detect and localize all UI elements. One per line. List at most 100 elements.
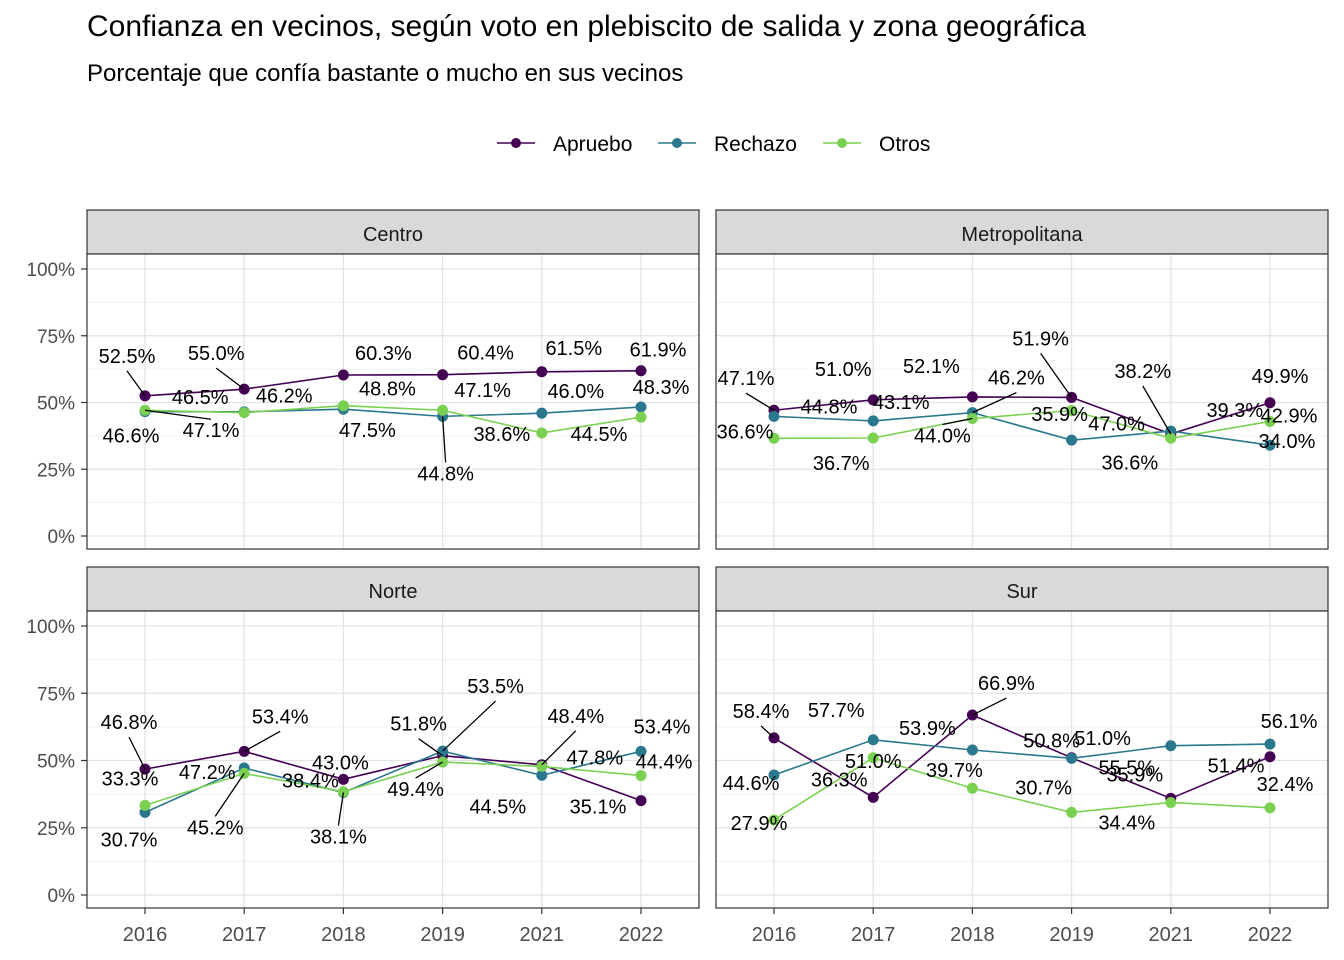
panel-metropolitana: Metropolitana 47.1% 51.0% 52.1% 51.9% 38.2% 49… xyxy=(715,209,1329,550)
x-tick-label: 2018 xyxy=(950,924,995,946)
data-point-rechazo xyxy=(1066,434,1078,446)
data-label: 55.5% xyxy=(1098,758,1155,780)
data-point-apruebo xyxy=(635,365,647,377)
data-label: 30.7% xyxy=(1015,777,1072,799)
label-leader-line xyxy=(337,792,345,826)
data-label: 52.1% xyxy=(903,356,960,378)
data-point-otros xyxy=(1264,802,1276,814)
panel-strip xyxy=(86,209,700,255)
data-label: 51.8% xyxy=(390,714,447,736)
data-label: 44.0% xyxy=(914,426,971,448)
data-label: 36.7% xyxy=(813,453,870,475)
data-point-otros xyxy=(768,814,780,826)
data-label: 60.4% xyxy=(457,343,514,365)
data-label: 47.1% xyxy=(718,368,775,390)
x-tick-label: 2021 xyxy=(520,924,565,946)
panel-border xyxy=(86,610,700,909)
data-label: 53.4% xyxy=(252,706,309,728)
x-tick-label: 2017 xyxy=(222,924,267,946)
series-line-otros xyxy=(773,409,1271,440)
label-leader-line xyxy=(126,370,146,397)
data-label: 38.4% xyxy=(282,771,339,793)
panel-strip-label: Norte xyxy=(369,581,418,603)
data-point-otros xyxy=(635,770,647,782)
data-label: 38.2% xyxy=(1114,361,1171,383)
data-label: 42.9% xyxy=(1261,405,1318,427)
data-label: 46.2% xyxy=(988,368,1045,390)
data-point-apruebo xyxy=(966,391,978,403)
plot-background xyxy=(716,254,1328,549)
x-tick-label: 2017 xyxy=(851,924,896,946)
data-point-rechazo xyxy=(1264,439,1276,451)
data-label: 45.2% xyxy=(187,817,244,839)
data-label: 52.5% xyxy=(99,346,156,368)
data-label: 44.5% xyxy=(571,424,628,446)
label-leader-line xyxy=(243,730,281,752)
series-line-apruebo xyxy=(773,396,1271,435)
panel-strip xyxy=(715,566,1329,612)
data-point-rechazo xyxy=(635,745,647,757)
chart-title: Confianza en vecinos, según voto en pleb… xyxy=(87,10,1086,43)
legend-key-point xyxy=(837,138,847,148)
series-line-otros xyxy=(144,761,642,807)
y-tick-label: 50% xyxy=(37,752,75,773)
x-tick-label: 2016 xyxy=(752,924,797,946)
data-label: 44.8% xyxy=(417,463,474,485)
x-tick-label: 2022 xyxy=(1248,924,1293,946)
label-leader-line xyxy=(972,697,1007,716)
plot-background xyxy=(87,611,699,908)
panel-centro: Centro 0% 25% 50% 75% 100% 52.5% 55.0% 60.3% 60.4… xyxy=(26,209,700,550)
label-leader-line xyxy=(441,416,447,463)
data-label: 38.1% xyxy=(310,827,367,849)
data-label: 47.1% xyxy=(183,420,240,442)
data-label: 47.1% xyxy=(454,380,511,402)
data-point-otros xyxy=(1264,415,1276,427)
series-line-rechazo xyxy=(773,738,1271,776)
y-tick-label: 0% xyxy=(48,527,76,548)
data-label: 33.3% xyxy=(102,768,159,790)
data-label: 53.5% xyxy=(467,676,524,698)
series-line-rechazo xyxy=(144,750,642,814)
data-label: 47.5% xyxy=(339,420,396,442)
label-leader-line xyxy=(415,761,443,779)
data-label: 35.9% xyxy=(1031,404,1088,426)
panel-strip-label: Metropolitana xyxy=(961,224,1083,246)
legend: Apruebo Rechazo Otros xyxy=(497,133,930,156)
label-leader-line xyxy=(942,417,973,426)
data-label: 61.5% xyxy=(545,338,602,360)
data-point-rechazo xyxy=(768,410,780,422)
legend-label: Rechazo xyxy=(714,133,797,156)
data-point-otros xyxy=(1165,796,1177,808)
panel-border xyxy=(86,253,700,550)
panel-strip-label: Sur xyxy=(1006,581,1037,603)
y-tick-label: 100% xyxy=(26,617,75,638)
data-label: 39.7% xyxy=(926,760,983,782)
y-tick-label: 75% xyxy=(37,684,75,705)
data-point-otros xyxy=(139,799,151,811)
data-label: 38.6% xyxy=(473,424,530,446)
data-label: 46.0% xyxy=(547,381,604,403)
data-point-otros xyxy=(635,411,647,423)
data-label: 44.6% xyxy=(723,773,780,795)
data-label: 27.9% xyxy=(731,813,788,835)
data-label: 46.2% xyxy=(256,386,313,408)
data-point-otros xyxy=(437,404,449,416)
data-point-otros xyxy=(238,407,250,419)
data-point-rechazo xyxy=(1066,752,1078,764)
data-label: 34.0% xyxy=(1259,431,1316,453)
panel-sur: Sur 2016 2017 2018 2019 2021 2022 58.4% 36.3% 66.… xyxy=(715,566,1329,946)
data-point-otros xyxy=(536,760,548,772)
data-point-apruebo xyxy=(337,369,349,381)
data-point-otros xyxy=(966,782,978,794)
data-label: 36.6% xyxy=(717,421,774,443)
data-point-otros xyxy=(337,786,349,798)
legend-key-point xyxy=(511,138,521,148)
chart-subtitle: Porcentaje que confía bastante o mucho e… xyxy=(87,60,684,87)
x-tick-label: 2019 xyxy=(420,924,465,946)
y-tick-label: 0% xyxy=(48,886,76,907)
data-label: 44.4% xyxy=(636,752,693,774)
data-point-apruebo xyxy=(1264,751,1276,763)
data-point-otros xyxy=(1066,405,1078,417)
label-leader-line xyxy=(972,392,1017,414)
data-label: 36.3% xyxy=(811,769,868,791)
